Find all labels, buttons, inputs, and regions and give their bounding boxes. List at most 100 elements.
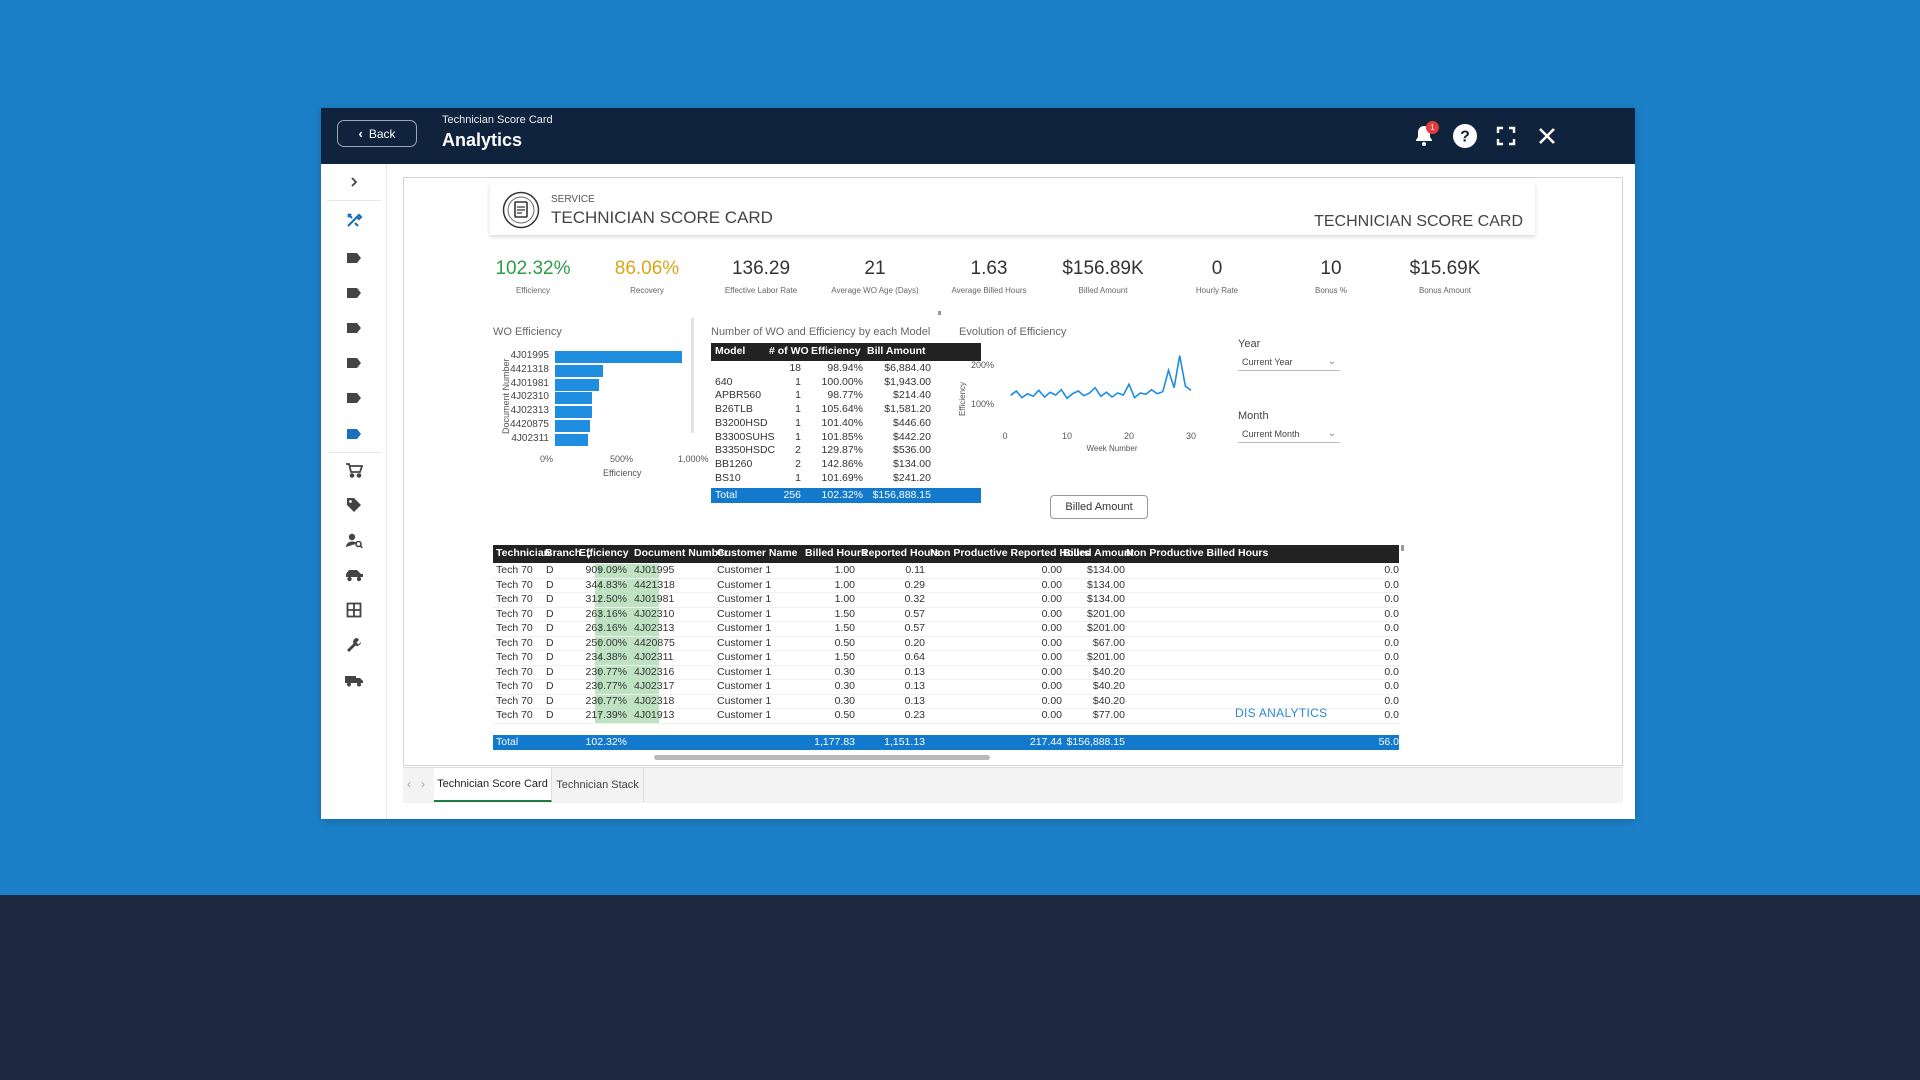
table-cell: 0.00	[1041, 607, 1062, 620]
table-row[interactable]: B3200HSD 1 101.40% $446.60	[711, 417, 981, 432]
table-row[interactable]: ↑ Tech 70 D 234.38% 4J02311 Customer 1 1.50 0.6…	[493, 650, 1399, 666]
bar[interactable]	[555, 378, 599, 391]
tag-icon[interactable]	[338, 314, 370, 342]
total-label: Total	[715, 489, 738, 501]
table-cell: 1	[795, 375, 801, 388]
evolution-title: Evolution of Efficiency	[959, 326, 1067, 338]
tag-icon[interactable]	[338, 279, 370, 307]
bell-icon[interactable]: 1	[1408, 120, 1440, 152]
table-row[interactable]: ↑ Tech 70 D 230.77% 4J02318 Customer 1 0.30 0.1…	[493, 694, 1399, 710]
table-row[interactable]: ↑ Tech 70 D 909.09% 4J01995 Customer 1 1.00 0.1…	[493, 563, 1399, 579]
kpi-recovery: 86.06% Recovery	[587, 258, 707, 295]
tag-icon[interactable]	[338, 384, 370, 412]
tools-icon[interactable]	[338, 206, 370, 234]
table-row[interactable]: BS10 1 101.69% $241.20	[711, 472, 981, 487]
table-cell: D	[546, 665, 554, 678]
table-cell: 0.00	[1041, 636, 1062, 649]
tag-icon[interactable]	[338, 244, 370, 272]
sort-desc-icon[interactable]: ▼	[585, 554, 592, 561]
detail-table-scroll-indicator[interactable]	[1401, 545, 1404, 551]
table-row[interactable]: ↑ Tech 70 D 344.83% 4421318 Customer 1 1.00 0.2…	[493, 577, 1399, 594]
close-icon[interactable]	[1531, 120, 1563, 152]
table-row[interactable]: B3300SUHS 1 101.85% $442.20	[711, 431, 981, 446]
price-tag-icon[interactable]	[338, 491, 370, 519]
table-row[interactable]: APBR560 1 98.77% $214.40	[711, 389, 981, 404]
help-icon[interactable]: ?	[1449, 120, 1481, 152]
table-scroll-indicator[interactable]	[938, 311, 941, 315]
tab-technician-stack[interactable]: Technician Stack	[552, 768, 644, 802]
billed-amount-button[interactable]: Billed Amount	[1050, 495, 1148, 519]
table-cell: $67.00	[1092, 636, 1125, 649]
bar[interactable]	[555, 433, 588, 446]
bar-x-tick: 500%	[610, 454, 634, 464]
column-header[interactable]: Efficiency	[579, 547, 629, 559]
column-header[interactable]: Reported Hours	[861, 547, 941, 559]
table-cell: $442.20	[893, 430, 931, 443]
column-header[interactable]: Non Productive Reported Hours	[930, 547, 1090, 559]
table-cell: 0.00	[1041, 564, 1062, 576]
table-row[interactable]: ↑ Tech 70 D 250.00% 4420875 Customer 1 0.50 0.2…	[493, 636, 1399, 652]
bar[interactable]	[555, 406, 592, 419]
back-button[interactable]: ‹ Back	[337, 120, 417, 147]
table-row[interactable]: B26TLB 1 105.64% $1,581.20	[711, 403, 981, 418]
vehicle-icon[interactable]	[338, 561, 370, 589]
arrow-up-icon: ↑	[597, 577, 603, 592]
title-bar: ‹ Back Technician Score Card Analytics 1…	[321, 108, 1635, 164]
tab-technician-score-card[interactable]: Technician Score Card	[434, 768, 552, 802]
cart-icon[interactable]	[338, 456, 370, 484]
column-header[interactable]: Non Productive Billed Hours	[1126, 547, 1269, 559]
year-slicer-label: Year	[1238, 338, 1261, 350]
column-header[interactable]: Billed Hours	[805, 547, 867, 559]
table-cell: 1	[795, 389, 801, 402]
column-header[interactable]: Bill Amount	[867, 345, 926, 357]
table-row[interactable]: 18 98.94% $6,884.40	[711, 362, 981, 377]
table-cell: $241.20	[893, 471, 931, 484]
table-row[interactable]: ↑ Tech 70 D 312.50% 4J01981 Customer 1 1.00 0.3…	[493, 592, 1399, 608]
bar[interactable]	[555, 420, 590, 432]
expand-sidebar-chevron-icon[interactable]	[338, 168, 370, 196]
table-row[interactable]: ↑ Tech 70 D 230.77% 4J02317 Customer 1 0.30 0.1…	[493, 679, 1399, 695]
column-header[interactable]: # of WO	[769, 345, 809, 357]
column-header[interactable]: Customer Name	[717, 547, 798, 559]
fullscreen-icon[interactable]	[1490, 120, 1522, 152]
column-header[interactable]: Document Number	[634, 547, 728, 559]
table-row[interactable]: ↑ Tech 70 D 217.39% 4J01913 Customer 1 0.50 0.2…	[493, 708, 1399, 724]
efficiency-highlight	[595, 607, 659, 622]
column-header[interactable]: Model	[715, 345, 746, 357]
table-cell: 0.0	[1384, 665, 1399, 678]
grid-icon[interactable]	[338, 596, 370, 624]
table-row[interactable]: BB1260 2 142.86% $134.00	[711, 458, 981, 473]
model-table-title: Number of WO and Efficiency by each Mode…	[711, 326, 931, 338]
wrench-icon[interactable]	[338, 631, 370, 659]
year-slicer[interactable]: Current Year ⌄	[1238, 354, 1340, 371]
user-search-icon[interactable]	[338, 526, 370, 554]
tag-icon[interactable]	[338, 420, 370, 448]
table-cell: Customer 1	[717, 680, 772, 692]
line-x-axis-label: Week Number	[1087, 444, 1138, 453]
table-cell: 98.77%	[827, 389, 863, 402]
column-header[interactable]: Efficiency	[811, 345, 861, 357]
efficiency-line[interactable]	[1010, 355, 1192, 400]
table-row[interactable]: ↑ Tech 70 D 263.16% 4J02313 Customer 1 1.50 0.5…	[493, 621, 1399, 637]
wo-efficiency-chart: Document Number 0% 500% 1,000% Efficienc…	[493, 346, 713, 506]
bar[interactable]	[555, 351, 683, 363]
tab-next-icon[interactable]: ›	[421, 777, 425, 791]
table-row[interactable]: B3350HSDC 2 129.87% $536.00	[711, 444, 981, 459]
tag-icon[interactable]	[338, 349, 370, 377]
table-row[interactable]: ↑ Tech 70 D 263.16% 4J02310 Customer 1 1.50 0.5…	[493, 607, 1399, 623]
table-cell: 0.00	[1041, 709, 1062, 721]
column-header[interactable]: Billed Amount	[1063, 547, 1134, 559]
table-row[interactable]: ↑ Tech 70 D 230.77% 4J02316 Customer 1 0.30 0.1…	[493, 665, 1399, 681]
detail-table-horizontal-scrollbar[interactable]	[654, 755, 990, 760]
truck-icon[interactable]	[338, 666, 370, 694]
bar[interactable]	[555, 392, 592, 405]
bar-chart-scrollbar[interactable]	[691, 318, 694, 433]
bar[interactable]	[555, 364, 604, 377]
month-slicer[interactable]: Current Month ⌄	[1238, 426, 1340, 443]
table-row[interactable]: 640 1 100.00% $1,943.00	[711, 376, 981, 391]
service-label: SERVICE	[551, 194, 595, 205]
tab-prev-icon[interactable]: ‹	[407, 777, 411, 791]
column-header[interactable]: Branch	[545, 547, 582, 559]
column-header[interactable]: Technician	[496, 547, 551, 559]
table-cell: $1,581.20	[884, 403, 931, 416]
